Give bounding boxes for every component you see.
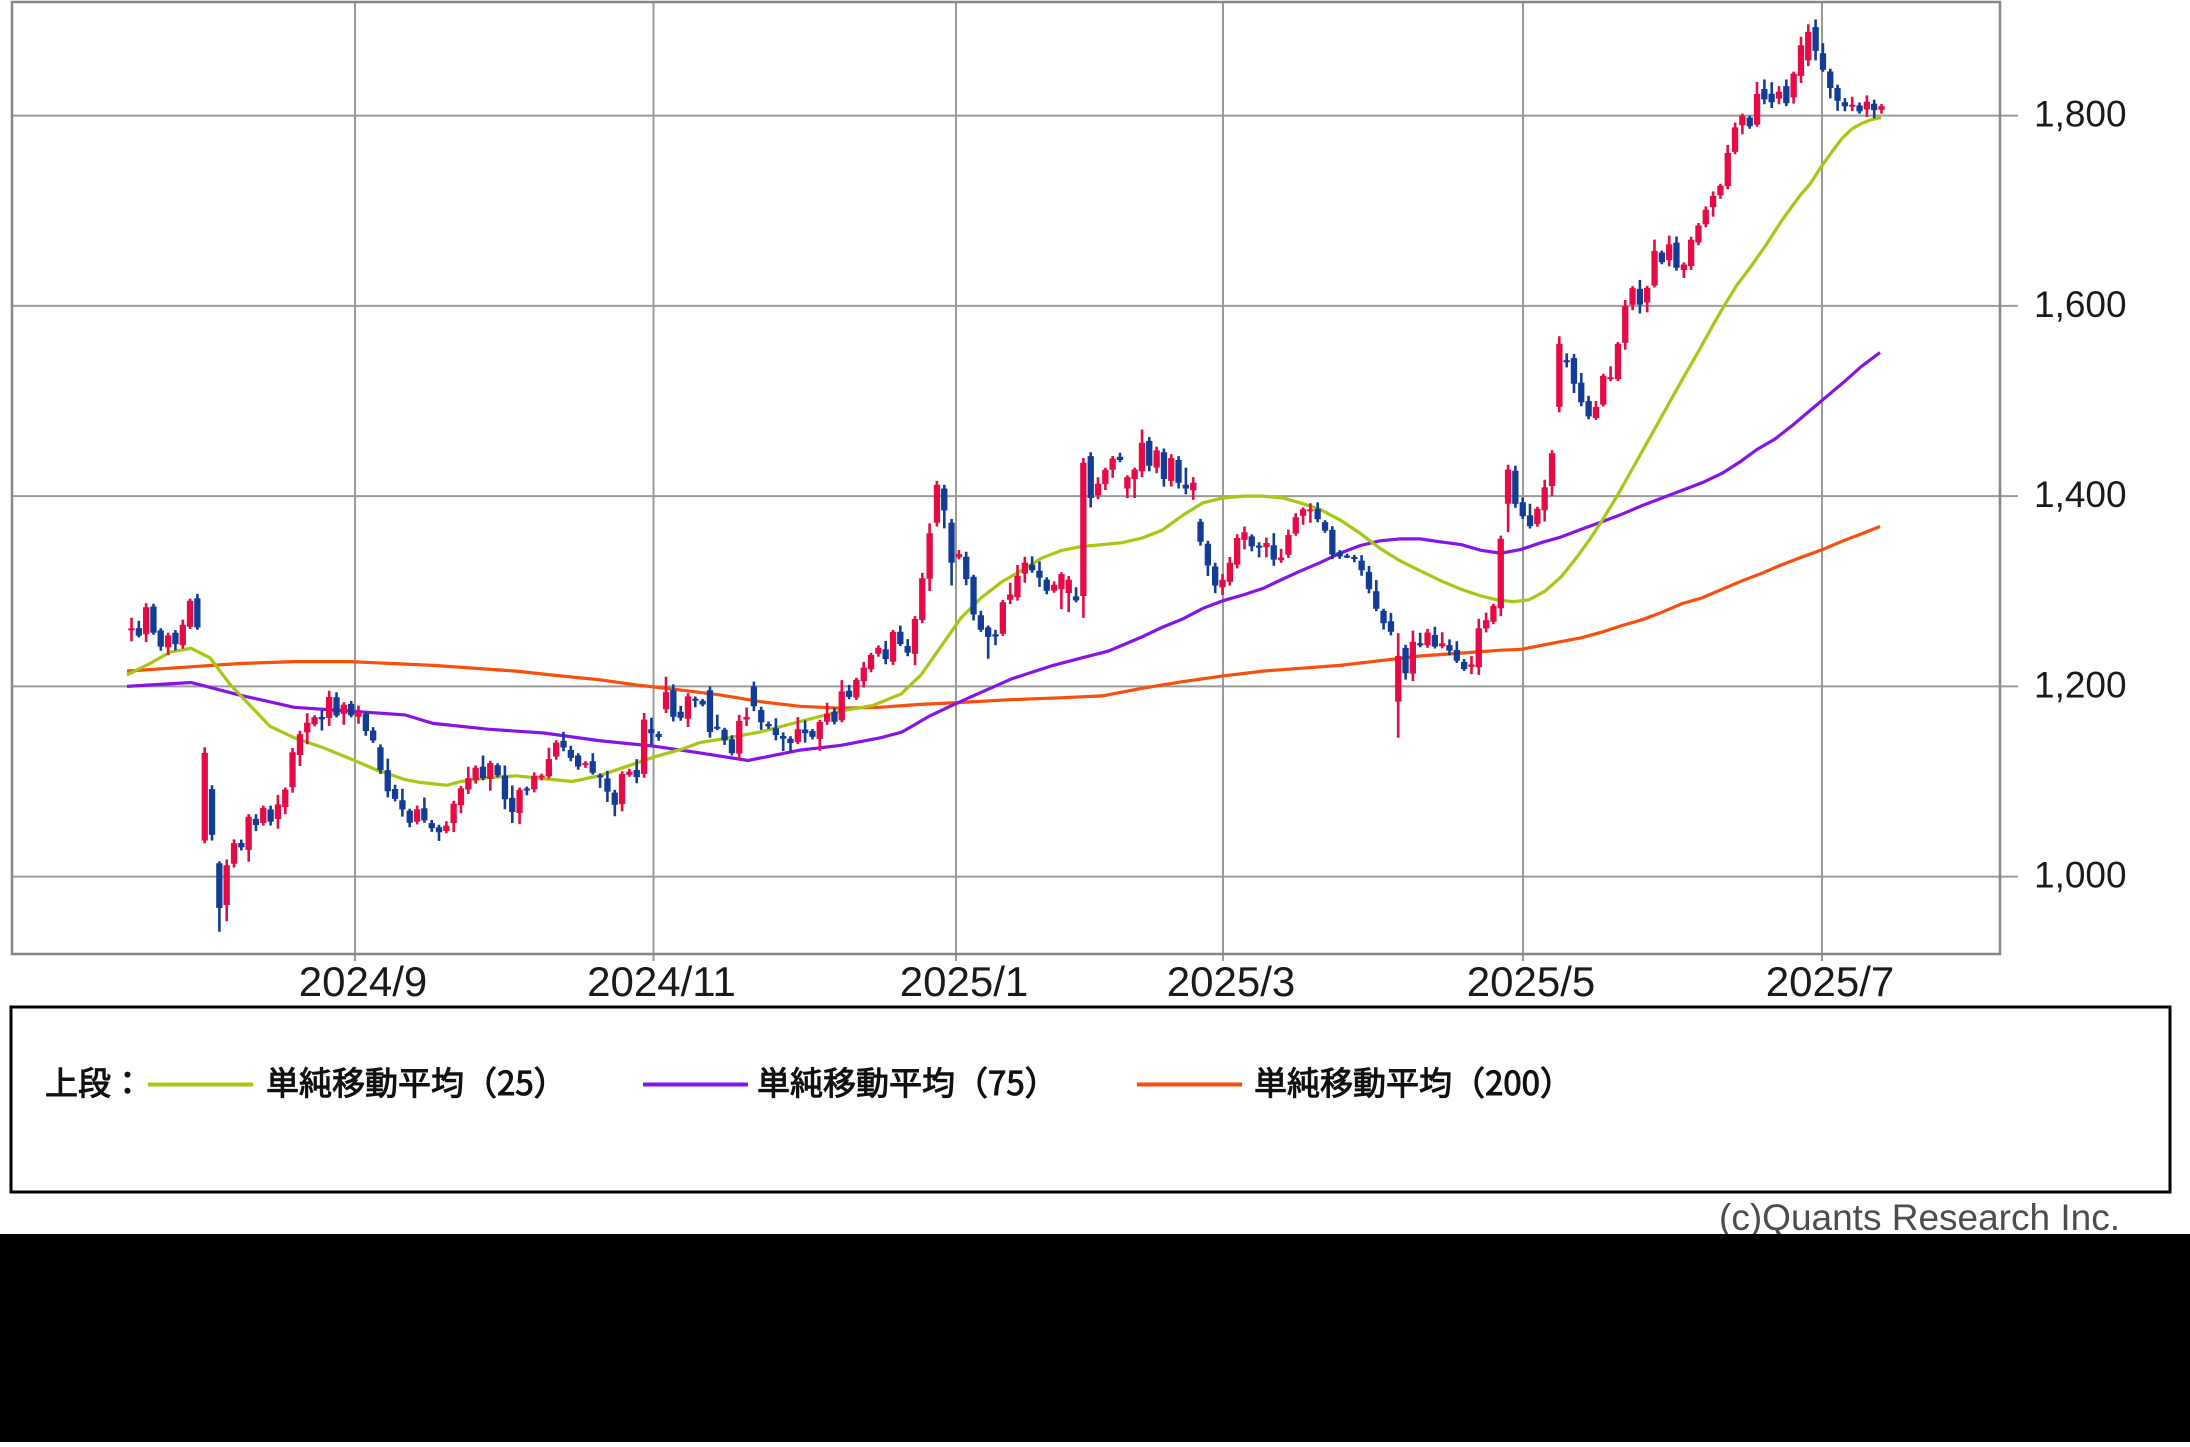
svg-text:2025/7: 2025/7 [1766, 958, 1894, 1005]
svg-text:2025/3: 2025/3 [1167, 958, 1295, 1005]
svg-text:1,400: 1,400 [2034, 474, 2127, 515]
svg-text:(c)Quants Research Inc.: (c)Quants Research Inc. [1719, 1197, 2120, 1238]
svg-text:2025/1: 2025/1 [900, 958, 1028, 1005]
svg-text:1,800: 1,800 [2034, 94, 2127, 135]
svg-text:2024/11: 2024/11 [587, 958, 736, 1005]
svg-text:1,000: 1,000 [2034, 855, 2127, 896]
svg-text:1,600: 1,600 [2034, 284, 2127, 325]
svg-text:2024/9: 2024/9 [299, 958, 427, 1005]
svg-text:2025/5: 2025/5 [1467, 958, 1595, 1005]
svg-text:1,200: 1,200 [2034, 664, 2127, 705]
